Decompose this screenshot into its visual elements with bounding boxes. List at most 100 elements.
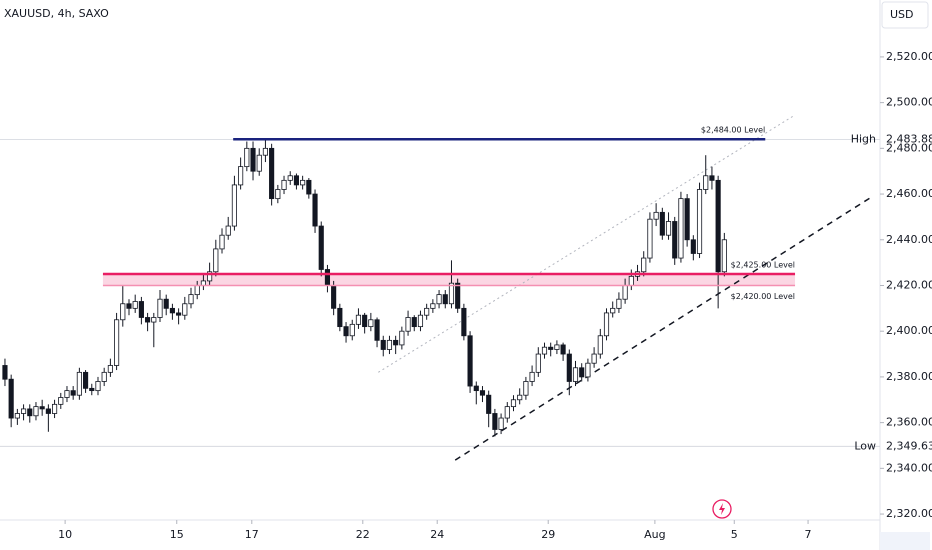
candle-body [647, 218, 653, 259]
level-label: $2,425.00 Level [731, 261, 795, 270]
candle-body [560, 344, 566, 355]
trendline [454, 197, 871, 461]
candle-body [672, 221, 678, 259]
candle-body [343, 326, 349, 337]
price-marker-value: 2,349.63 [886, 439, 932, 452]
candle-body [64, 390, 70, 398]
candle-body [219, 234, 225, 250]
candle-body [70, 390, 76, 396]
candle-body [628, 275, 634, 286]
candle-body [517, 394, 523, 401]
candle-body [473, 385, 479, 392]
chart-title: XAUUSD, 4h, SAXO [4, 7, 109, 20]
y-tick-label: 2,520.00 [886, 50, 932, 63]
candle-body [145, 317, 151, 323]
candle-body [331, 285, 337, 309]
candle-body [684, 198, 690, 241]
candle-body [510, 399, 517, 408]
candle-body [405, 317, 411, 332]
candle-body [467, 335, 473, 387]
candle-body [225, 225, 231, 236]
candle-body [293, 175, 300, 186]
level-label: $2,420.00 Level [731, 292, 795, 301]
lightning-icon[interactable] [712, 499, 732, 519]
currency-button[interactable] [881, 1, 929, 29]
y-tick-label: 2,440.00 [886, 233, 932, 246]
candle-body [349, 323, 355, 337]
candle-body [52, 403, 58, 414]
event-bolt [719, 503, 725, 515]
candle-body [262, 147, 268, 156]
candle-body [548, 346, 554, 350]
y-tick-label: 2,400.00 [886, 324, 932, 337]
x-tick-label: 22 [356, 528, 370, 541]
level-label: $2,484.00 Level [701, 126, 765, 135]
currency-label[interactable]: USD [890, 8, 914, 21]
candle-body [8, 378, 14, 419]
candle-body [430, 303, 436, 309]
candle-body [541, 346, 548, 355]
candle-body [355, 314, 362, 325]
y-tick-label: 2,500.00 [886, 96, 932, 109]
x-tick-label: 29 [541, 528, 555, 541]
candle-body [194, 285, 200, 296]
x-tick-label: 24 [430, 528, 444, 541]
candle-body [306, 179, 312, 195]
candle-body [690, 239, 696, 254]
candle-body [157, 298, 163, 318]
candle-body [244, 147, 250, 168]
candle-body [213, 248, 219, 273]
candle-body [14, 413, 20, 419]
candle-body [231, 184, 237, 227]
candle-body [176, 312, 182, 316]
price-marker-value: 2,483.88 [886, 132, 932, 145]
candle-body [622, 285, 628, 300]
candle-body [424, 307, 430, 316]
candle-body [665, 221, 672, 236]
candle-body [597, 335, 603, 355]
candle-body [27, 408, 33, 417]
x-tick-label: Aug [644, 528, 665, 541]
candle-body [238, 166, 244, 186]
price-marker-name: High [851, 132, 876, 145]
candle-body [287, 175, 293, 181]
candle-body [83, 371, 89, 389]
candle-body [374, 319, 380, 341]
candle-body [114, 319, 120, 366]
candle-body [455, 282, 461, 309]
candle-body [318, 225, 324, 270]
trendline [378, 114, 796, 373]
candle-body [281, 179, 287, 190]
candle-body [151, 317, 157, 323]
candle-body [312, 193, 318, 227]
candle-body [585, 362, 591, 378]
candle-body [207, 271, 213, 282]
level-zone [102, 274, 796, 286]
candle-body [566, 353, 572, 382]
candle-body [486, 394, 492, 414]
y-tick-label: 2,340.00 [886, 461, 932, 474]
candle-body [715, 179, 721, 273]
candle-body [89, 387, 95, 392]
candle-body [448, 282, 455, 305]
candle-body [163, 298, 169, 309]
x-tick-label: 7 [805, 528, 812, 541]
candle-body [101, 371, 107, 382]
candle-body [479, 390, 486, 396]
candle-body [275, 189, 281, 200]
candle-body [386, 339, 393, 350]
price-marker-name: Low [854, 439, 876, 452]
candle-body [76, 371, 82, 396]
candle-body [132, 301, 138, 309]
candle-body [33, 406, 39, 417]
y-tick-label: 2,360.00 [886, 416, 932, 429]
y-tick-label: 2,480.00 [886, 141, 932, 154]
candle-body [504, 406, 510, 419]
candle-body [554, 344, 560, 350]
candle-body [95, 381, 101, 392]
candle-body [256, 154, 262, 172]
candle-body [523, 381, 529, 396]
candle-body [579, 367, 585, 378]
corner-badge [880, 532, 930, 550]
